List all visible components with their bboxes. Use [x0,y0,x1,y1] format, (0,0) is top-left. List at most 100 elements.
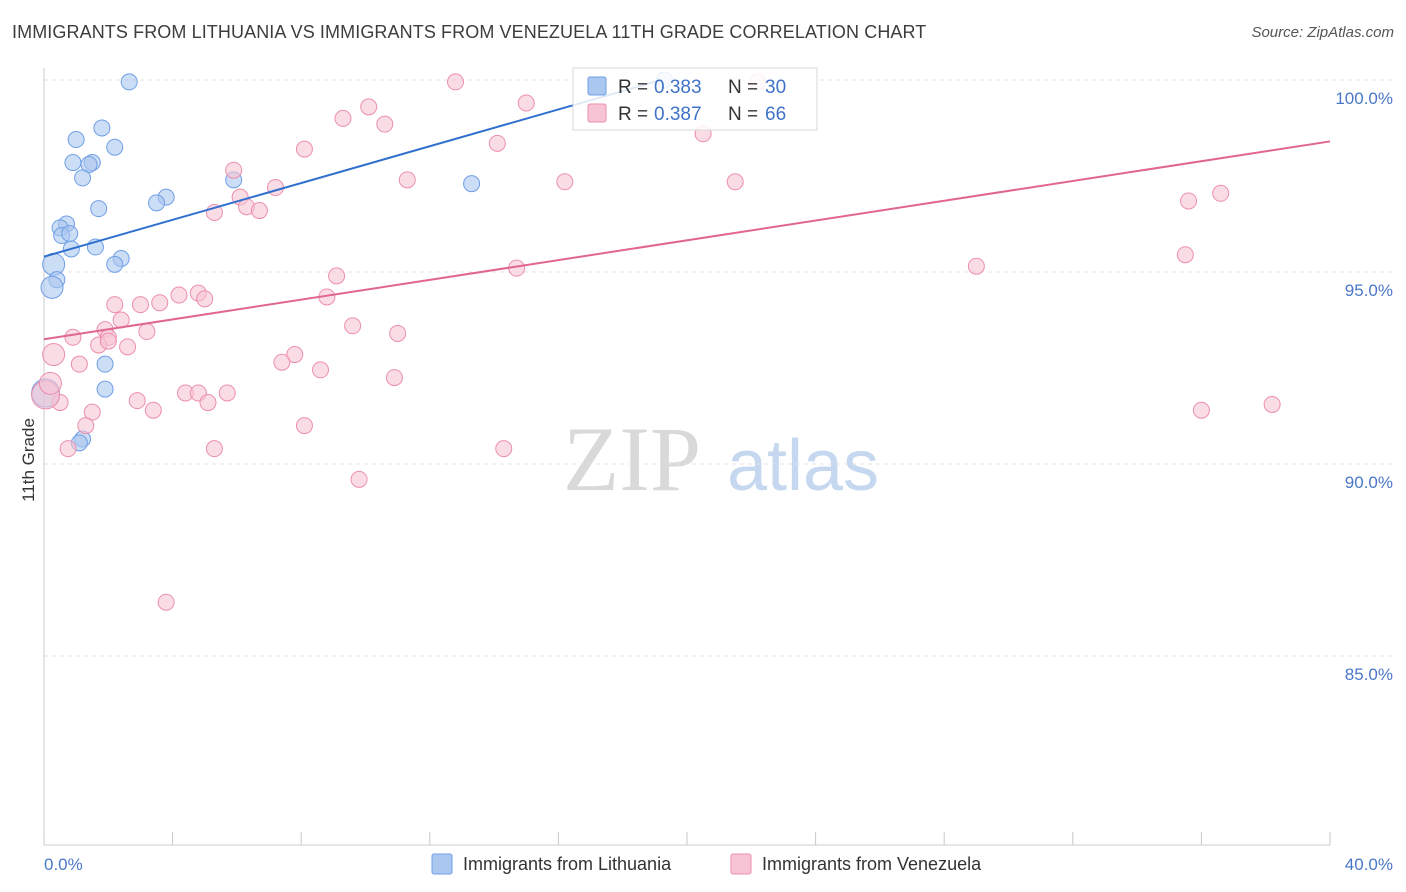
venezuela-point [360,98,378,116]
venezuela-trend-line [43,140,1331,341]
lithuania-point [120,73,138,91]
svg-text:N =: N = [728,104,758,125]
venezuela-point [556,173,574,191]
stats-swatch-venezuela [587,103,607,123]
stat-r-venezuela: 0.387 [654,104,702,125]
venezuela-point [70,355,88,373]
venezuela-point [495,440,513,458]
venezuela-point [119,338,137,356]
stats-box: R = 0.383 N = 30 R = 0.387 N = 66 [572,67,818,131]
y-axis-title: 11th Grade [19,418,38,502]
svg-text:R =: R = [618,104,648,125]
venezuela-point [170,286,188,304]
venezuela-point [99,332,117,350]
venezuela-point [1176,246,1194,264]
watermark-atlas: atlas [727,426,879,506]
series-lithuania-points [31,71,673,452]
venezuela-point [225,161,243,179]
venezuela-point [328,267,346,285]
lithuania-point [74,169,92,187]
venezuela-point [250,202,268,220]
x-tick-label: 40.0% [1345,855,1393,874]
venezuela-point [311,361,329,379]
legend-swatch-lithuania [431,853,453,875]
venezuela-point [295,140,313,158]
venezuela-point [447,73,465,91]
watermark-zip: ZIP [563,408,701,510]
stat-n-lithuania: 30 [765,77,786,98]
y-tick-label: 95.0% [1345,281,1393,300]
venezuela-point [385,369,403,387]
gridlines [44,79,1392,657]
lithuania-trend-line [43,79,662,258]
venezuela-point [344,317,362,335]
chart-title: IMMIGRANTS FROM LITHUANIA VS IMMIGRANTS … [12,22,927,42]
venezuela-point [151,294,169,312]
venezuela-point [144,401,162,419]
series-venezuela-points [31,73,1281,611]
venezuela-point [398,171,416,189]
venezuela-point [376,115,394,133]
y-tick-label: 90.0% [1345,473,1393,492]
x-ticks [43,832,1331,845]
venezuela-point [389,324,407,342]
venezuela-point [295,417,313,435]
legend-swatch-venezuela [730,853,752,875]
venezuela-point [64,328,82,346]
venezuela-point [77,417,95,435]
venezuela-point [517,94,535,112]
venezuela-point [138,323,156,341]
lithuania-point [96,380,114,398]
lithuania-point [93,119,111,137]
legend: Immigrants from Lithuania Immigrants fro… [431,853,982,875]
venezuela-point [157,593,175,611]
venezuela-point [726,173,744,191]
venezuela-point [1263,395,1281,413]
lithuania-point [148,194,166,212]
venezuela-point [196,290,214,308]
stat-r-lithuania: 0.383 [654,77,702,98]
legend-label-lithuania: Immigrants from Lithuania [463,854,672,874]
lithuania-point [90,200,108,218]
lithuania-point [463,175,481,193]
y-tick-label: 85.0% [1345,665,1393,684]
venezuela-point [106,296,124,314]
venezuela-point [199,394,217,412]
svg-text:R =: R = [618,77,648,98]
venezuela-point [1212,184,1230,202]
stat-n-venezuela: 66 [765,104,786,125]
venezuela-point [967,257,985,275]
y-tick-label: 100.0% [1335,89,1393,108]
lithuania-point [40,275,64,299]
venezuela-point [205,440,223,458]
y-tick-labels: 100.0% 95.0% 90.0% 85.0% [1335,89,1393,684]
venezuela-point [350,470,368,488]
x-tick-labels: 0.0% 40.0% [44,855,1393,874]
venezuela-point [286,346,304,364]
venezuela-point [273,353,291,371]
venezuela-point [266,179,284,197]
venezuela-point [334,109,352,127]
lithuania-point [64,154,82,172]
legend-label-venezuela: Immigrants from Venezuela [762,854,982,874]
venezuela-point [128,392,146,410]
source-label: Source: ZipAtlas.com [1251,24,1394,41]
trend-lines [43,79,1331,341]
lithuania-point [61,225,79,243]
x-tick-label: 0.0% [44,855,83,874]
venezuela-point [218,384,236,402]
venezuela-point [131,296,149,314]
venezuela-point [1180,192,1198,210]
venezuela-point [1192,401,1210,419]
venezuela-point [42,343,66,367]
venezuela-point [488,134,506,152]
lithuania-point [106,138,124,156]
lithuania-point [106,255,124,273]
svg-text:N =: N = [728,77,758,98]
lithuania-point [67,131,85,149]
lithuania-point [96,355,114,373]
venezuela-point [59,440,77,458]
stats-swatch-lithuania [587,76,607,96]
venezuela-point [38,371,62,395]
